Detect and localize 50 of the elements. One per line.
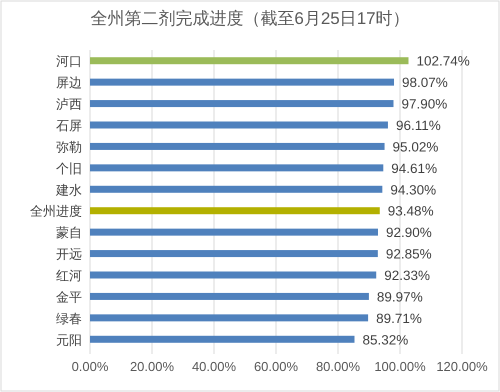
bar [90,272,376,278]
data-label: 102.74% [416,54,470,69]
x-tick-label: 0.00% [72,359,109,374]
x-tick-label: 20.00% [130,359,174,374]
data-label: 92.90% [386,225,432,240]
bar [90,78,394,86]
data-label: 97.90% [401,96,448,112]
y-tick-label: 全州进度 [30,204,82,219]
data-label: 89.97% [376,289,423,304]
x-tick-label: 40.00% [192,359,236,374]
bar [90,186,382,193]
chart-title: 全州第二剂完成进度（截至6月25日17时） [90,9,410,28]
y-tick-label: 弥勒 [56,139,82,154]
y-tick-label: 红河 [56,268,82,283]
data-label: 93.48% [388,204,434,219]
data-label: 94.30% [390,182,436,198]
bar [90,228,378,236]
bar [90,250,378,258]
bar [90,292,369,300]
bar [90,57,408,64]
bar [90,164,384,172]
bar [90,314,368,322]
y-tick-label: 河口 [56,54,82,69]
bar [90,100,394,108]
y-tick-label: 绿春 [56,310,82,326]
x-tick-label: 60.00% [254,359,298,374]
bar [90,336,354,343]
data-label: 96.11% [396,118,441,133]
data-label: 98.07% [402,75,448,90]
data-label: 89.71% [376,310,422,326]
bar [90,122,388,128]
y-tick-label: 泸西 [56,96,82,112]
data-label: 85.32% [362,332,408,348]
y-tick-label: 个旧 [56,160,82,176]
y-tick-label: 开远 [56,246,82,262]
y-tick-label: 金平 [56,289,82,304]
y-tick-label: 元阳 [56,332,82,348]
y-tick-label: 屏边 [56,75,82,90]
data-label: 95.02% [392,139,438,154]
bar [90,207,380,214]
y-tick-label: 建水 [55,182,82,198]
x-tick-label: 100.00% [374,359,426,374]
x-tick-label: 120.00% [436,359,488,374]
y-tick-label: 石屏 [56,118,82,133]
x-tick-label: 80.00% [316,359,360,374]
data-label: 92.33% [384,268,430,283]
y-tick-label: 蒙自 [56,225,82,240]
bar [90,142,385,150]
data-label: 94.61% [391,160,438,176]
data-label: 92.85% [386,246,432,262]
